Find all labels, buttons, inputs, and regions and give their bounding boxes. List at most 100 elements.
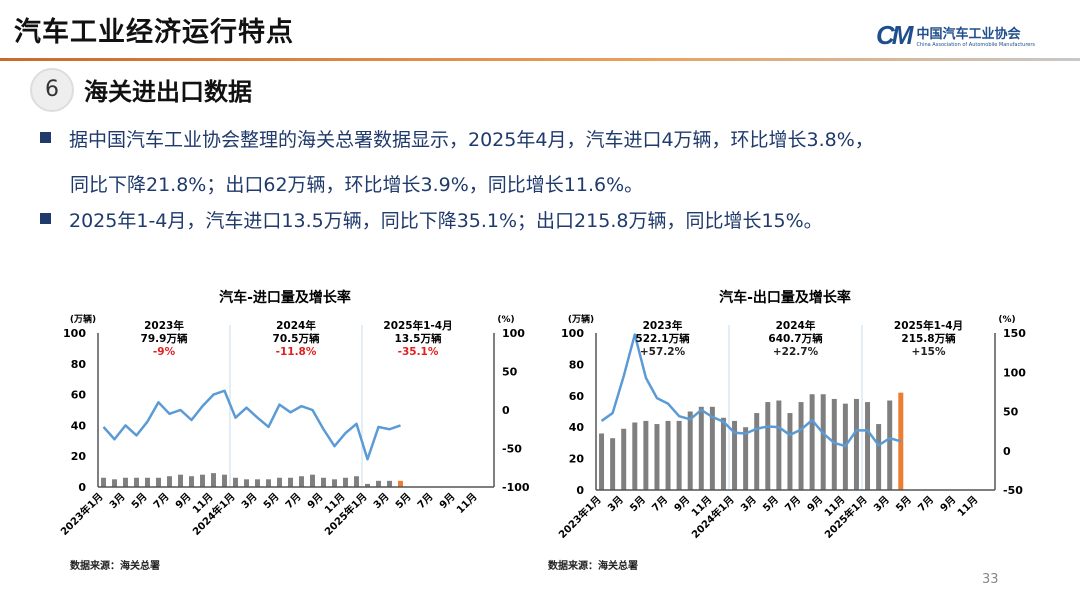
- import-source: 数据来源：海关总署: [70, 561, 160, 572]
- left-axis-unit: (万辆): [70, 313, 96, 325]
- bar: [632, 422, 638, 490]
- bar: [865, 402, 871, 490]
- bar: [831, 398, 837, 490]
- bar: [687, 411, 693, 490]
- x-tick-label: 5月: [761, 494, 781, 514]
- bar: [887, 400, 893, 490]
- bar: [809, 394, 815, 490]
- annotation-year: 2023年: [144, 319, 184, 332]
- bullet-2: 2025年1-4月，汽车进口13.5万辆，同比下降35.1%；出口215.8万辆…: [40, 203, 823, 239]
- left-tick-label: 20: [569, 453, 585, 466]
- bullet-text: 2025年1-4月，汽车进口13.5万辆，同比下降35.1%；出口215.8万辆…: [69, 210, 823, 232]
- left-tick-label: 60: [569, 390, 585, 403]
- bar: [343, 477, 348, 487]
- bar: [288, 477, 293, 487]
- annotation-year: 2025年1-4月: [383, 319, 452, 332]
- slide-title: 汽车工业经济运行特点: [14, 17, 294, 48]
- bar: [266, 479, 271, 487]
- bar: [765, 402, 771, 490]
- annotation-growth: +22.7%: [773, 346, 819, 358]
- right-tick-label: 0: [502, 404, 510, 417]
- bar: [387, 480, 392, 487]
- bar: [354, 476, 359, 487]
- left-tick-label: 100: [561, 327, 584, 340]
- annotation-volume: 70.5万辆: [273, 332, 320, 345]
- bar: [853, 398, 859, 490]
- annotation-volume: 640.7万辆: [768, 332, 823, 345]
- annotation-volume: 215.8万辆: [901, 332, 956, 345]
- bar: [189, 476, 194, 487]
- annotation-growth: -9%: [153, 346, 176, 358]
- caam-logo: CM 中国汽车工业协会 China Association of Automob…: [876, 20, 1035, 51]
- bar: [398, 480, 403, 487]
- bar: [621, 428, 627, 490]
- section-title: 海关进出口数据: [84, 78, 252, 106]
- chart-title: 汽车-出口量及增长率: [719, 289, 851, 306]
- right-tick-label: -50: [502, 443, 522, 456]
- left-tick-label: 40: [569, 421, 585, 434]
- bar: [676, 420, 682, 490]
- right-tick-label: -50: [1003, 484, 1023, 497]
- x-tick-label: 3月: [605, 494, 625, 514]
- bar: [776, 400, 782, 490]
- bar: [798, 402, 804, 490]
- bar: [743, 427, 749, 490]
- left-tick-label: 40: [71, 419, 87, 432]
- right-tick-label: 0: [1003, 445, 1011, 458]
- bar: [167, 476, 172, 487]
- bar: [134, 477, 139, 487]
- right-tick-label: 100: [502, 327, 525, 340]
- right-tick-label: 50: [1003, 406, 1019, 419]
- right-axis-unit: (%): [998, 315, 1015, 325]
- bar: [787, 413, 793, 490]
- bar: [178, 474, 183, 487]
- right-tick-label: 50: [502, 366, 518, 379]
- bar: [321, 477, 326, 487]
- left-axis-unit: (万辆): [568, 313, 594, 325]
- right-axis-unit: (%): [497, 315, 514, 325]
- bullet-square-icon: [40, 132, 51, 143]
- bar: [698, 406, 704, 490]
- chart-title: 汽车-进口量及增长率: [219, 289, 351, 306]
- bar: [101, 477, 106, 487]
- logo-mark: CM: [876, 20, 913, 50]
- bar: [732, 420, 738, 490]
- bullet-1: 据中国汽车工业协会整理的海关总署数据显示，2025年4月，汽车进口4万辆，环比增…: [40, 122, 874, 158]
- logo-en: China Association of Automobile Manufact…: [916, 42, 1036, 48]
- bar: [720, 417, 726, 490]
- annotation-volume: 13.5万辆: [395, 332, 442, 345]
- x-tick-label: 7月: [783, 494, 803, 514]
- bar: [200, 474, 205, 487]
- x-tick-label: 5月: [628, 494, 648, 514]
- x-tick-label: 5月: [894, 494, 914, 514]
- annotation-growth: -11.8%: [276, 346, 317, 358]
- logo-cn: 中国汽车工业协会: [916, 27, 1021, 42]
- annotation-year: 2023年: [643, 319, 683, 332]
- bar: [643, 420, 649, 490]
- bar: [599, 433, 605, 490]
- growth-line: [102, 389, 401, 461]
- annotation-year: 2025年1-4月: [894, 319, 963, 332]
- bullet-1-cont: 同比下降21.8%；出口62万辆，环比增长3.9%，同比增长11.6%。: [70, 174, 644, 196]
- bar: [277, 477, 282, 487]
- bar: [299, 476, 304, 487]
- bar: [820, 394, 826, 490]
- bar: [310, 474, 315, 487]
- x-tick-label: 7月: [650, 494, 670, 514]
- bar: [255, 479, 260, 487]
- annotation-year: 2024年: [776, 319, 816, 332]
- bar: [365, 483, 370, 487]
- annotation-growth: +57.2%: [640, 346, 686, 358]
- bar: [665, 420, 671, 490]
- bar: [376, 480, 381, 487]
- x-tick-label: 11月: [955, 494, 980, 519]
- export-source: 数据来源：海关总署: [548, 561, 638, 572]
- header-divider: [0, 58, 1080, 61]
- annotation-year: 2024年: [276, 319, 316, 332]
- x-tick-label: 7月: [916, 494, 936, 514]
- x-tick-label: 2023年1月: [556, 493, 604, 541]
- bar: [332, 479, 337, 487]
- bar: [654, 424, 660, 490]
